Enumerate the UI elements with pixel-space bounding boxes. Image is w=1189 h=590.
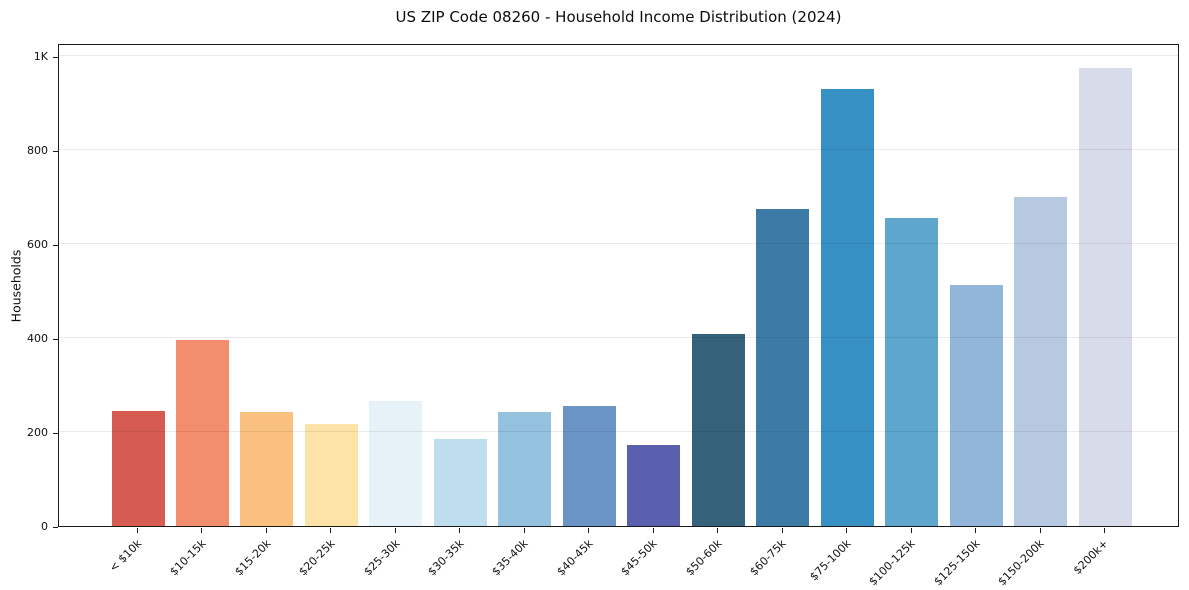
x-tick-mark-30-35k	[459, 528, 461, 533]
x-tick-mark-20-25k	[330, 528, 332, 533]
bar-30-35k	[433, 439, 487, 526]
y-tick-label-600: 600	[27, 238, 48, 252]
y-axis-label: Households	[8, 249, 24, 323]
x-tick-mark-40-45k	[588, 528, 590, 533]
bar-10k	[111, 410, 165, 526]
y-tick-mark-1000	[53, 56, 58, 58]
x-tick-label-200k: $200k+	[1071, 537, 1112, 578]
x-tick-label-10-15k: $10-15k	[167, 537, 209, 579]
x-tick-label-50-60k: $50-60k	[683, 537, 725, 579]
x-tick-mark-75-100k	[846, 528, 848, 533]
x-tick-label-150-200k: $150-200k	[995, 537, 1047, 589]
y-tick-mark-400	[53, 338, 58, 340]
bar-100-125k	[885, 218, 939, 526]
x-tick-label-100-125k: $100-125k	[866, 537, 918, 589]
y-tick-label-1000: 1K	[33, 50, 48, 64]
x-tick-mark-15-20k	[265, 528, 267, 533]
bar-45-50k	[627, 445, 681, 526]
x-tick-mark-125-150k	[975, 528, 977, 533]
x-tick-mark-25-30k	[394, 528, 396, 533]
gridline-y-400	[59, 337, 1178, 339]
x-tick-mark-45-50k	[652, 528, 654, 533]
bar-75-100k	[820, 89, 874, 526]
x-tick-label-75-100k: $75-100k	[807, 537, 854, 584]
bar-10-15k	[175, 340, 229, 526]
x-tick-mark-200k	[1104, 528, 1106, 533]
y-tick-mark-200	[53, 432, 58, 434]
gridline-y-1000	[59, 55, 1178, 57]
gridline-y-600	[59, 243, 1178, 245]
y-tick-mark-0	[53, 526, 58, 528]
bar-200k	[1078, 67, 1132, 526]
chart-title: US ZIP Code 08260 - Household Income Dis…	[395, 8, 842, 26]
y-tick-label-200: 200	[27, 426, 48, 440]
x-tick-label-125-150k: $125-150k	[931, 537, 983, 589]
y-tick-label-800: 800	[27, 144, 48, 158]
plot-area	[58, 44, 1179, 527]
x-tick-mark-150-200k	[1039, 528, 1041, 533]
bar-25-30k	[369, 401, 423, 526]
y-tick-label-400: 400	[27, 332, 48, 346]
x-tick-label-40-45k: $40-45k	[554, 537, 596, 579]
x-tick-label-25-30k: $25-30k	[360, 537, 403, 579]
bar-150-200k	[1014, 197, 1068, 526]
x-tick-label-10k: < $10k	[106, 537, 145, 575]
x-tick-label-45-50k: $45-50k	[618, 537, 660, 579]
x-tick-mark-10-15k	[201, 528, 203, 533]
bar-20-25k	[304, 423, 358, 526]
y-tick-mark-800	[53, 150, 58, 152]
x-tick-mark-10k	[137, 528, 138, 533]
x-tick-mark-60-75k	[781, 528, 783, 533]
bar-50-60k	[691, 334, 745, 526]
x-tick-label-20-25k: $20-25k	[296, 537, 338, 579]
x-tick-label-35-40k: $35-40k	[489, 537, 532, 579]
bar-60-75k	[756, 208, 810, 526]
gridline-y-800	[59, 149, 1178, 151]
bar-35-40k	[498, 411, 552, 526]
x-tick-label-30-35k: $30-35k	[425, 537, 467, 579]
y-tick-label-0: 0	[41, 520, 48, 533]
bar-125-150k	[949, 285, 1003, 526]
bar-40-45k	[562, 405, 616, 526]
x-tick-label-60-75k: $60-75k	[747, 537, 789, 579]
x-tick-mark-50-60k	[717, 528, 719, 533]
y-tick-mark-600	[53, 244, 58, 246]
x-tick-mark-35-40k	[523, 528, 525, 533]
x-tick-label-15-20k: $15-20k	[231, 537, 274, 579]
x-tick-mark-100-125k	[910, 528, 912, 533]
bar-15-20k	[240, 412, 294, 526]
